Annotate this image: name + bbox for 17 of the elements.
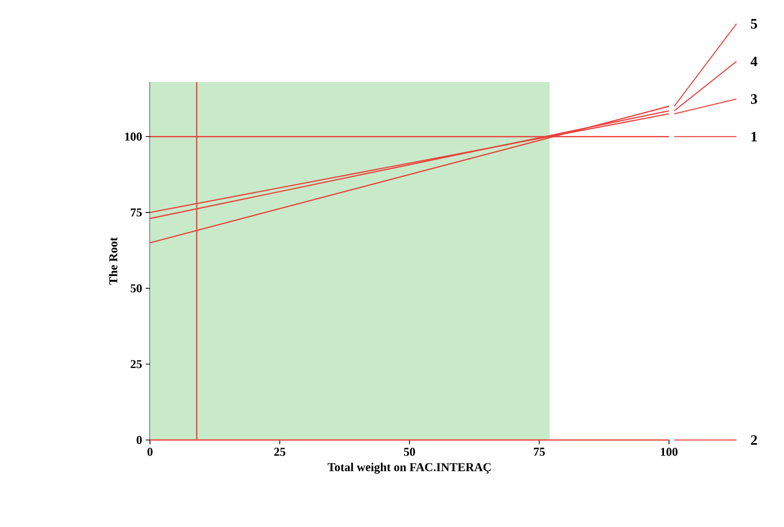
text: 4: [750, 56, 758, 66]
y-axis-title: The Root: [108, 237, 118, 285]
legend-label: 2: [750, 435, 757, 445]
x-tick-label: 25: [274, 448, 286, 456]
y-tick-label: 25: [130, 360, 142, 368]
y-tick-label: 100: [125, 132, 142, 141]
y-tick-label: 50: [130, 284, 142, 292]
x-axis-title: Total weight on FAC.INTERAÇ: [328, 462, 491, 474]
y-tick-label: 0: [136, 436, 142, 444]
x-tick-label: 75: [534, 448, 545, 456]
x-tick-label: 50: [404, 448, 416, 456]
x-tick-label: 0: [147, 448, 153, 456]
y-tick-label: 75: [130, 208, 142, 216]
legend-label: 3: [750, 94, 758, 104]
x-tick-label: 100: [660, 448, 678, 456]
legend-label: 1: [752, 132, 757, 142]
text: 5: [750, 19, 758, 29]
